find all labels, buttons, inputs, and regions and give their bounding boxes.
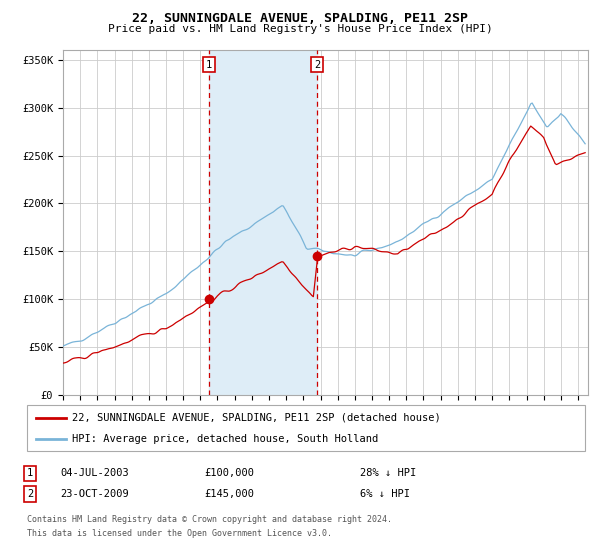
- Text: Contains HM Land Registry data © Crown copyright and database right 2024.: Contains HM Land Registry data © Crown c…: [27, 515, 392, 524]
- Text: 23-OCT-2009: 23-OCT-2009: [60, 489, 129, 499]
- Text: 22, SUNNINGDALE AVENUE, SPALDING, PE11 2SP: 22, SUNNINGDALE AVENUE, SPALDING, PE11 2…: [132, 12, 468, 25]
- Text: Price paid vs. HM Land Registry's House Price Index (HPI): Price paid vs. HM Land Registry's House …: [107, 24, 493, 34]
- Text: 04-JUL-2003: 04-JUL-2003: [60, 468, 129, 478]
- Text: 22, SUNNINGDALE AVENUE, SPALDING, PE11 2SP (detached house): 22, SUNNINGDALE AVENUE, SPALDING, PE11 2…: [72, 413, 441, 423]
- Bar: [209, 50, 317, 395]
- Text: 6% ↓ HPI: 6% ↓ HPI: [360, 489, 410, 499]
- Text: 1: 1: [27, 468, 33, 478]
- Text: £100,000: £100,000: [204, 468, 254, 478]
- Text: This data is licensed under the Open Government Licence v3.0.: This data is licensed under the Open Gov…: [27, 529, 332, 538]
- Text: HPI: Average price, detached house, South Holland: HPI: Average price, detached house, Sout…: [72, 435, 378, 444]
- Text: £145,000: £145,000: [204, 489, 254, 499]
- Text: 28% ↓ HPI: 28% ↓ HPI: [360, 468, 416, 478]
- Text: 2: 2: [314, 60, 320, 70]
- Text: 1: 1: [206, 60, 212, 70]
- Text: 2: 2: [27, 489, 33, 499]
